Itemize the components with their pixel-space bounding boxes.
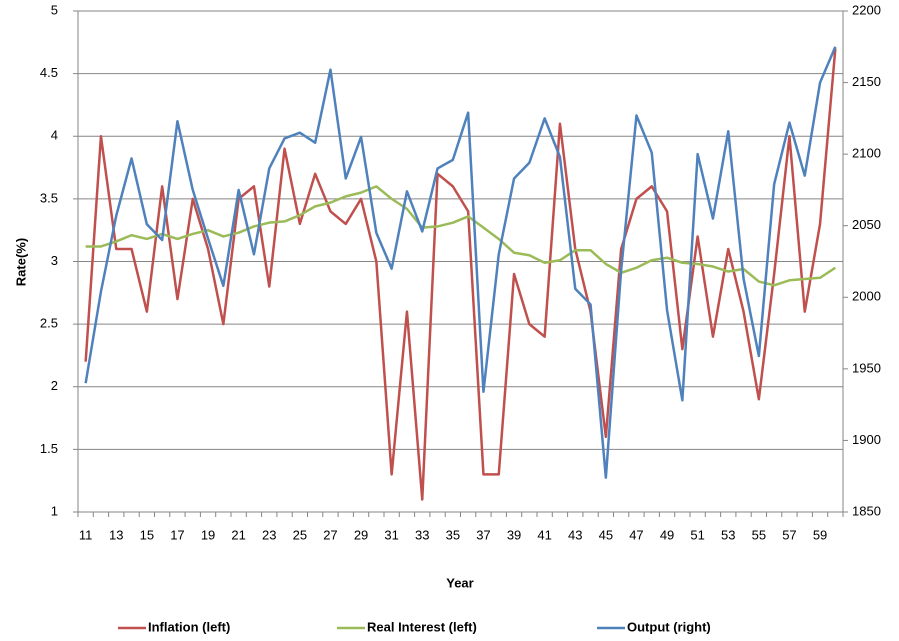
x-tick-label: 21 bbox=[231, 527, 245, 542]
x-tick-label: 53 bbox=[721, 527, 735, 542]
x-tick-label: 31 bbox=[384, 527, 398, 542]
x-tick-label: 17 bbox=[170, 527, 184, 542]
x-tick-label: 39 bbox=[507, 527, 521, 542]
y-tick-label: 3.5 bbox=[40, 190, 58, 205]
y2-tick-label: 1850 bbox=[852, 503, 881, 518]
x-tick-label: 33 bbox=[415, 527, 429, 542]
y2-tick-label: 2150 bbox=[852, 74, 881, 89]
y-tick-label: 4 bbox=[51, 128, 58, 143]
y-tick-label: 2.5 bbox=[40, 316, 58, 331]
x-tick-label: 19 bbox=[201, 527, 215, 542]
series-line bbox=[84, 46, 837, 479]
y2-tick-label: 2200 bbox=[852, 2, 881, 17]
x-tick-label: 15 bbox=[140, 527, 154, 542]
x-tick-label: 47 bbox=[629, 527, 643, 542]
y-tick-label: 2 bbox=[51, 378, 58, 393]
series-line bbox=[85, 185, 837, 287]
y2-tick-label: 1950 bbox=[852, 360, 881, 375]
x-tick-label: 25 bbox=[293, 527, 307, 542]
x-tick-label: 23 bbox=[262, 527, 276, 542]
x-tick-label: 11 bbox=[79, 527, 93, 542]
x-tick-label: 51 bbox=[690, 527, 704, 542]
y-tick-label: 5 bbox=[51, 2, 58, 17]
y2-tick-label: 2050 bbox=[852, 217, 881, 232]
x-tick-label: 27 bbox=[323, 527, 337, 542]
x-tick-label: 41 bbox=[537, 527, 551, 542]
legend-label: Inflation (left) bbox=[148, 619, 230, 634]
y-tick-label: 3 bbox=[51, 253, 58, 268]
x-tick-label: 37 bbox=[476, 527, 490, 542]
y-tick-label: 4.5 bbox=[40, 65, 58, 80]
series-line bbox=[84, 48, 837, 501]
x-tick-label: 57 bbox=[782, 527, 796, 542]
y-tick-label: 1.5 bbox=[40, 441, 58, 456]
x-tick-label: 45 bbox=[599, 527, 613, 542]
x-tick-label: 35 bbox=[446, 527, 460, 542]
y2-tick-label: 2000 bbox=[852, 289, 881, 304]
x-tick-label: 49 bbox=[660, 527, 674, 542]
x-tick-label: 43 bbox=[568, 527, 582, 542]
x-tick-label: 29 bbox=[354, 527, 368, 542]
y2-tick-label: 1900 bbox=[852, 432, 881, 447]
x-tick-label: 55 bbox=[752, 527, 766, 542]
y-tick-label: 1 bbox=[51, 503, 58, 518]
x-tick-label: 13 bbox=[109, 527, 123, 542]
x-tick-label: 59 bbox=[813, 527, 827, 542]
y2-tick-label: 2100 bbox=[852, 146, 881, 161]
legend-label: Output (right) bbox=[627, 619, 711, 634]
x-axis-title: Year bbox=[446, 575, 473, 590]
y-axis-title: Rate(%) bbox=[13, 238, 28, 286]
legend-label: Real Interest (left) bbox=[367, 619, 477, 634]
